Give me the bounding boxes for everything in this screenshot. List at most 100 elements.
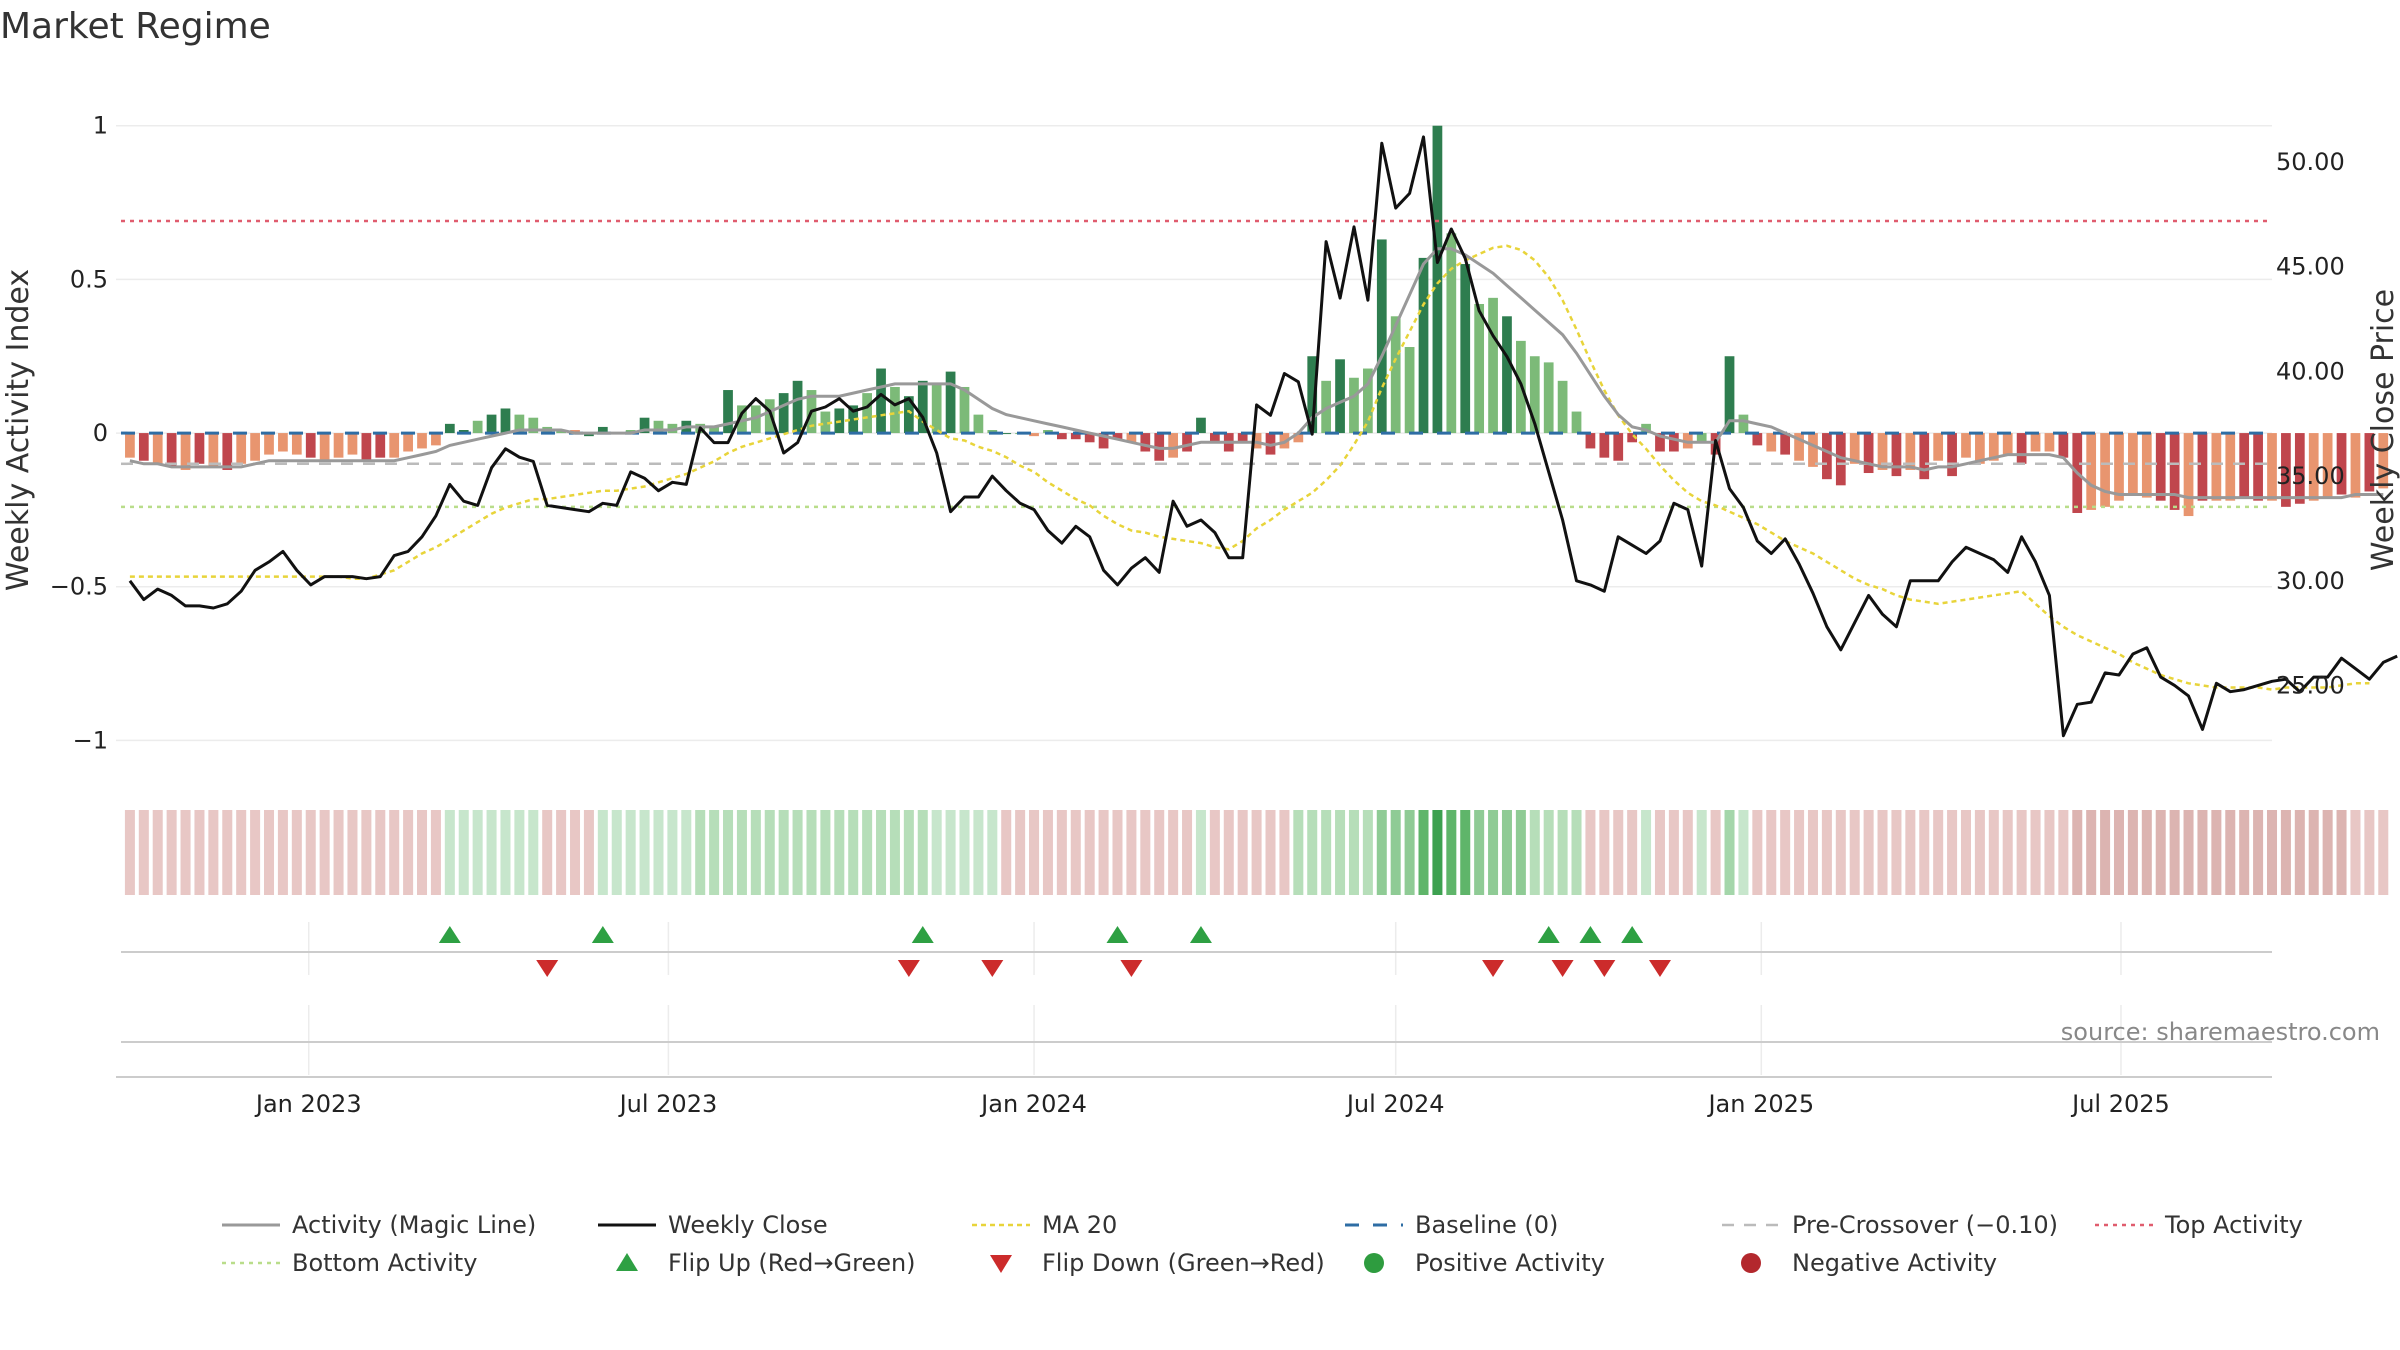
- legend-item-6: Bottom Activity: [222, 1249, 477, 1277]
- regime-cell-29: [528, 810, 539, 895]
- y2-tick-label-4: 30.00: [2276, 567, 2345, 595]
- regime-cell-127: [1891, 810, 1902, 895]
- regime-cell-54: [876, 810, 887, 895]
- activity-bar-20: [403, 433, 413, 452]
- activity-bar-4: [180, 433, 191, 470]
- activity-bar-54: [876, 368, 886, 434]
- regime-cell-18: [375, 810, 386, 895]
- regime-cell-57: [917, 810, 928, 895]
- regime-cell-126: [1877, 810, 1888, 895]
- legend-label-0: Activity (Magic Line): [292, 1211, 536, 1239]
- y2-tick-label-5: 25.00: [2276, 671, 2345, 699]
- weekly-close-line: [128, 135, 2398, 738]
- regime-cell-28: [514, 810, 525, 895]
- regime-cell-87: [1335, 810, 1346, 895]
- regime-cell-30: [542, 810, 553, 895]
- legend-label-8: Flip Down (Green→Red): [1042, 1249, 1325, 1277]
- activity-bar-14: [319, 433, 330, 461]
- x-tick-label-5: Jul 2025: [2070, 1090, 2170, 1118]
- activity-bar-58: [931, 383, 942, 434]
- activity-bar-124: [1849, 433, 1860, 464]
- activity-bar-94: [1432, 125, 1443, 434]
- activity-bar-154: [2267, 433, 2277, 501]
- activity-bar-60: [959, 386, 970, 434]
- activity-bar-150: [2211, 433, 2222, 501]
- activity-bar-117: [1752, 433, 1763, 446]
- chart-title: Market Regime: [0, 6, 271, 47]
- activity-bar-142: [2100, 433, 2110, 507]
- flip-down-marker-1: [897, 960, 920, 977]
- activity-bar-146: [2155, 433, 2166, 501]
- regime-cell-67: [1056, 810, 1067, 895]
- regime-cell-115: [1724, 810, 1735, 895]
- regime-cell-157: [2308, 810, 2319, 895]
- activity-bar-112: [1682, 433, 1693, 449]
- regime-cell-146: [2155, 810, 2166, 895]
- regime-cell-93: [1418, 810, 1429, 895]
- y-tick-label-3: −0.5: [50, 573, 108, 601]
- activity-bar-77: [1196, 417, 1206, 434]
- regime-cell-117: [1752, 810, 1763, 895]
- regime-cell-33: [583, 810, 594, 895]
- regime-cell-142: [2100, 810, 2111, 895]
- regime-cell-32: [570, 810, 581, 895]
- flip-up-marker-6: [1579, 926, 1602, 943]
- activity-bar-1: [138, 433, 149, 461]
- activity-bar-48: [792, 380, 803, 434]
- activity-bar-102: [1543, 362, 1554, 434]
- activity-bar-118: [1766, 433, 1777, 452]
- activity-bar-89: [1363, 368, 1373, 434]
- regime-cell-102: [1543, 810, 1554, 895]
- regime-cell-42: [709, 810, 720, 895]
- regime-cell-94: [1432, 810, 1443, 895]
- regime-cell-74: [1154, 810, 1165, 895]
- activity-bar-90: [1376, 239, 1387, 434]
- regime-cell-97: [1474, 810, 1485, 895]
- activity-bar-2: [152, 433, 163, 464]
- y-tick-label-2: 0: [93, 419, 108, 447]
- regime-cell-34: [597, 810, 608, 895]
- flip-up-marker-7: [1621, 926, 1644, 943]
- regime-cell-77: [1195, 810, 1206, 895]
- regime-cell-21: [417, 810, 428, 895]
- regime-cell-27: [500, 810, 511, 895]
- activity-bar-72: [1126, 433, 1137, 443]
- regime-cell-41: [695, 810, 706, 895]
- activity-bar-44: [737, 405, 747, 434]
- activity-bar-128: [1905, 433, 1916, 470]
- activity-bar-160: [2350, 433, 2361, 498]
- activity-bar-133: [1975, 433, 1985, 464]
- reference-lines: [121, 219, 2272, 509]
- activity-bar-152: [2239, 433, 2250, 498]
- legend-item-4: Pre-Crossover (−0.10): [1722, 1211, 2058, 1239]
- activity-bar-98: [1488, 297, 1498, 434]
- x-axis-ticks: Jan 2023 Jul 2023 Jan 2024 Jul 2024 Jan 2025…: [254, 1090, 2170, 1118]
- legend-swatch-7: [616, 1253, 638, 1271]
- regime-cell-68: [1070, 810, 1081, 895]
- flip-down-marker-0: [536, 960, 559, 977]
- activity-bar-76: [1182, 433, 1192, 452]
- regime-cell-133: [1974, 810, 1985, 895]
- regime-cell-125: [1863, 810, 1874, 895]
- activity-bar-161: [2364, 433, 2375, 492]
- activity-bar-85: [1307, 356, 1318, 434]
- y-axis-ticks: 1 0.5 0 −0.5 −1: [50, 112, 108, 755]
- regime-cell-24: [458, 810, 469, 895]
- regime-cell-108: [1627, 810, 1638, 895]
- regime-cell-98: [1488, 810, 1499, 895]
- legend-item-8: Flip Down (Green→Red): [990, 1249, 1325, 1277]
- regime-cell-83: [1279, 810, 1290, 895]
- activity-bar-80: [1237, 433, 1248, 443]
- regime-cell-85: [1307, 810, 1318, 895]
- activity-bar-7: [222, 433, 233, 470]
- activity-bar-87: [1335, 359, 1345, 434]
- activity-bar-99: [1502, 316, 1512, 434]
- activity-bar-23: [444, 423, 455, 434]
- flip-up-marker-3: [1106, 926, 1129, 943]
- ma20-line: [129, 244, 2370, 691]
- regime-cell-160: [2350, 810, 2361, 895]
- regime-cell-66: [1042, 810, 1053, 895]
- activity-bar-50: [820, 411, 831, 434]
- activity-bar-24: [458, 430, 469, 434]
- regime-cell-112: [1682, 810, 1693, 895]
